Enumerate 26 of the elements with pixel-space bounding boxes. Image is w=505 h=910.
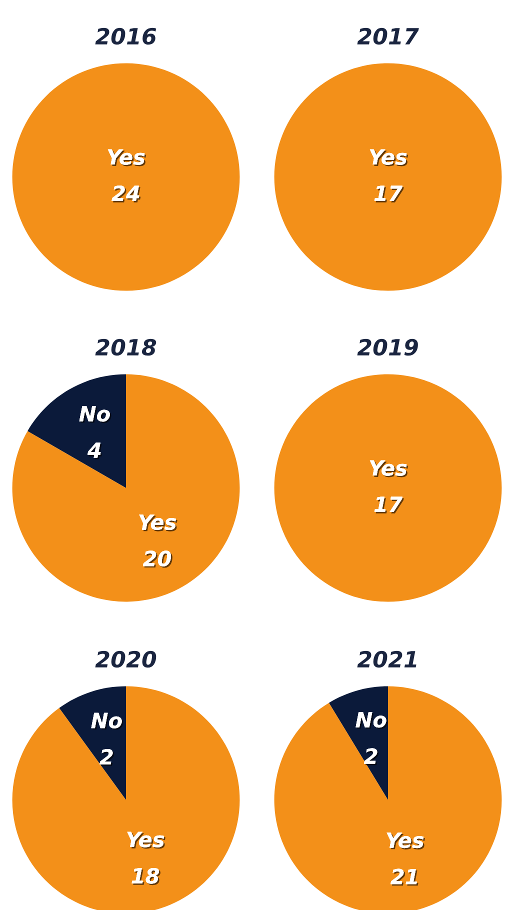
- slice-label: No: [91, 712, 124, 730]
- data-label: 2: [100, 748, 114, 766]
- data-label: 4: [87, 442, 102, 460]
- slice-label: No: [79, 406, 112, 424]
- chart-title: 2016: [95, 28, 156, 45]
- chart-title: 2018: [95, 338, 156, 356]
- data-label: 21: [390, 868, 418, 886]
- pie-slice: [12, 374, 240, 602]
- chart-title: 2021: [357, 650, 416, 668]
- data-label: 17: [374, 496, 404, 514]
- slice-label: No: [356, 712, 388, 730]
- data-label: 2: [364, 748, 379, 766]
- slice-label: Yes: [370, 149, 408, 166]
- pie-slice: [28, 374, 126, 488]
- slice-label: Yes: [370, 460, 408, 478]
- chart-title: 2020: [95, 650, 156, 668]
- chart-title: 2017: [357, 28, 419, 45]
- slice-label: Yes: [127, 832, 166, 849]
- data-label: 20: [142, 550, 172, 568]
- chart-title: 2019: [357, 338, 418, 356]
- slice-label: Yes: [386, 832, 425, 850]
- slice-label: Yes: [108, 149, 146, 166]
- data-label: 17: [374, 186, 404, 202]
- data-label: 18: [132, 868, 160, 886]
- data-label: 24: [112, 185, 141, 202]
- slice-label: Yes: [139, 514, 178, 532]
